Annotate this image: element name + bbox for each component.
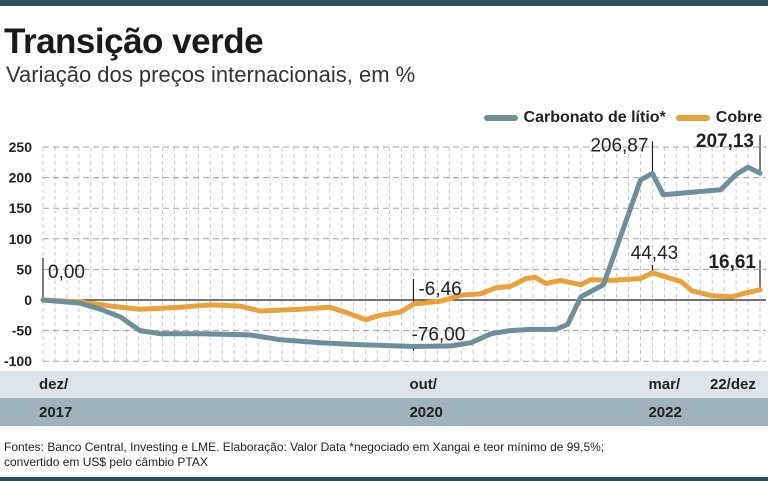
legend-item-lithium: Carbonato de lítio* [483, 109, 666, 127]
bottom-rule [0, 477, 768, 481]
top-rule [0, 0, 768, 6]
y-tick-label: 50 [16, 261, 32, 277]
data-label: 0,00 [48, 262, 85, 283]
data-label: -76,00 [411, 325, 465, 346]
x-tick-year-label: 2020 [409, 404, 443, 421]
source-note: Fontes: Banco Central, Investing e LME. … [4, 440, 605, 469]
x-tick-year-label: 2022 [648, 404, 682, 421]
legend: Carbonato de lítio* Cobre [483, 109, 762, 127]
data-label: 44,43 [631, 243, 679, 264]
legend-swatch-copper [675, 115, 710, 121]
series-line-lithium [40, 164, 763, 349]
x-axis-year-band [0, 398, 768, 426]
data-label: 16,61 [708, 252, 756, 273]
chart-subtitle: Variação dos preços internacionais, em % [6, 62, 416, 87]
line-chart: 250 200 150 100 50 0 -50 -100 0,00 -6,46 -76,00 206… [4, 131, 766, 369]
y-tick-label: 150 [9, 200, 33, 216]
x-tick-month-label: mar/ [648, 376, 681, 393]
legend-label-lithium: Carbonato de lítio* [523, 109, 666, 126]
y-tick-label: -100 [4, 353, 32, 369]
x-tick-month-label: dez/ [39, 376, 69, 393]
data-label: 207,13 [696, 131, 754, 152]
chart-title: Transição verde [4, 22, 264, 61]
x-tick-month-label: 22/dez [710, 376, 756, 393]
x-tick-month-label: out/ [409, 376, 437, 393]
y-tick-label: 250 [9, 139, 33, 155]
y-tick-label: -50 [12, 323, 32, 339]
y-tick-label: 200 [9, 170, 33, 186]
legend-swatch-lithium [483, 115, 518, 121]
x-axis-month-band [0, 371, 768, 398]
y-tick-label: 0 [24, 292, 32, 308]
legend-item-copper: Cobre [675, 109, 762, 127]
series-line-copper [40, 270, 763, 323]
x-tick-year-label: 2017 [39, 404, 73, 421]
data-label: 206,87 [590, 135, 648, 156]
data-label: -6,46 [418, 279, 461, 300]
y-tick-label: 100 [9, 231, 33, 247]
legend-label-copper: Cobre [715, 109, 762, 126]
